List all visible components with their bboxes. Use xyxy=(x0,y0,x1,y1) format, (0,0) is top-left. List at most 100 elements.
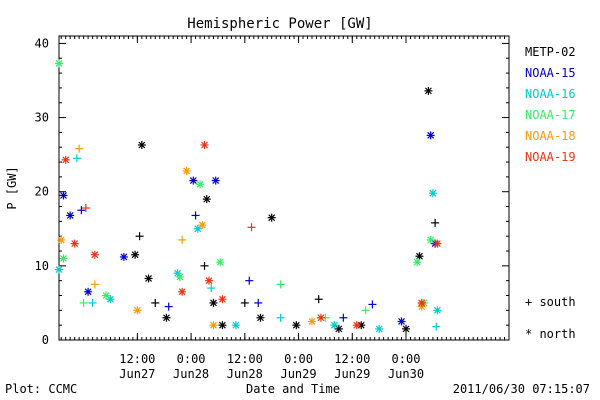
data-point xyxy=(55,265,63,274)
data-point xyxy=(57,235,66,244)
data-point xyxy=(433,239,442,248)
data-point xyxy=(426,131,435,140)
data-point xyxy=(254,298,263,307)
x-tick-label: 0:00 xyxy=(392,352,421,366)
data-point xyxy=(316,313,325,322)
data-point xyxy=(162,313,171,322)
y-axis: 0 10 20 30 40 xyxy=(35,36,509,347)
data-point xyxy=(339,313,348,322)
x-axis-label: Date and Time xyxy=(246,382,340,396)
data-point xyxy=(137,140,146,149)
data-point xyxy=(426,235,435,244)
data-point xyxy=(207,284,216,293)
data-point xyxy=(432,322,441,331)
data-point xyxy=(231,321,240,330)
data-point xyxy=(330,321,339,330)
data-point xyxy=(189,176,198,185)
data-point xyxy=(218,321,227,330)
y-tick-label: 20 xyxy=(35,185,49,199)
data-point xyxy=(135,232,144,241)
data-point xyxy=(90,250,99,259)
data-point xyxy=(200,261,209,270)
data-point xyxy=(428,189,437,198)
legend-item: NOAA-19 xyxy=(525,150,576,164)
data-point xyxy=(144,274,153,283)
y-tick-label: 0 xyxy=(42,333,49,347)
data-point xyxy=(276,313,285,322)
x-tick-label: 0:00 xyxy=(284,352,313,366)
data-point xyxy=(240,298,249,307)
data-point xyxy=(72,154,81,163)
data-point xyxy=(175,272,184,281)
data-point xyxy=(61,155,70,164)
legend-item: NOAA-18 xyxy=(525,129,576,143)
data-point xyxy=(417,298,426,307)
data-point xyxy=(402,324,411,333)
data-point xyxy=(81,204,90,213)
x-tick-date-label: Jun27 xyxy=(119,367,155,381)
data-point xyxy=(198,221,207,230)
data-point xyxy=(433,306,442,315)
data-point xyxy=(75,144,84,153)
y-tick-label: 30 xyxy=(35,111,49,125)
data-point xyxy=(77,206,86,215)
data-point xyxy=(178,287,187,296)
data-point xyxy=(119,252,128,261)
marker-legend-item: + south xyxy=(525,295,576,309)
data-point xyxy=(131,250,140,259)
data-point xyxy=(211,176,220,185)
data-point xyxy=(84,287,93,296)
data-point xyxy=(90,280,99,289)
marker-legend: + south * north xyxy=(525,295,576,341)
data-point xyxy=(200,140,209,149)
data-point xyxy=(209,298,218,307)
marker-legend-item: * north xyxy=(525,327,576,341)
data-point xyxy=(276,280,285,289)
data-point xyxy=(164,302,173,311)
data-point xyxy=(256,313,265,322)
y-axis-label: P [GW] xyxy=(5,166,19,209)
data-point xyxy=(216,258,225,267)
x-axis: 12:00Jun270:00Jun2812:00Jun280:00Jun2912… xyxy=(60,36,510,381)
data-point xyxy=(202,195,211,204)
data-point xyxy=(397,317,406,326)
x-tick-date-label: Jun29 xyxy=(334,367,370,381)
data-point xyxy=(102,291,111,300)
data-point xyxy=(415,252,424,261)
data-point xyxy=(245,276,254,285)
legend-item: NOAA-17 xyxy=(525,108,576,122)
data-point xyxy=(292,321,301,330)
data-point xyxy=(79,298,88,307)
data-point xyxy=(55,59,63,68)
x-tick-date-label: Jun28 xyxy=(227,367,263,381)
legend-item: NOAA-15 xyxy=(525,66,576,80)
footer-timestamp: 2011/06/30 07:15:07 xyxy=(453,382,590,396)
data-point xyxy=(59,191,68,200)
data-point xyxy=(133,306,142,315)
data-point xyxy=(205,276,213,285)
footer-source: Plot: CCMC xyxy=(5,382,77,396)
plot-frame xyxy=(58,35,510,341)
legend-item: METP-02 xyxy=(525,45,576,59)
legend-item: NOAA-16 xyxy=(525,87,576,101)
data-point xyxy=(66,211,75,220)
data-point xyxy=(59,254,68,263)
data-point xyxy=(70,239,79,248)
x-tick-date-label: Jun28 xyxy=(173,367,209,381)
data-point xyxy=(196,180,205,189)
chart-plot-area xyxy=(58,35,510,341)
data-point xyxy=(375,324,384,333)
x-tick-label: 0:00 xyxy=(177,352,206,366)
data-point xyxy=(151,298,160,307)
data-points xyxy=(55,59,442,333)
data-point xyxy=(209,321,218,330)
x-tick-date-label: Jun30 xyxy=(388,367,424,381)
data-point xyxy=(431,218,440,227)
data-point xyxy=(182,166,191,175)
y-tick-label: 10 xyxy=(35,259,49,273)
data-point xyxy=(314,295,323,304)
data-point xyxy=(368,300,377,309)
data-point xyxy=(247,223,256,232)
data-point xyxy=(267,213,276,222)
